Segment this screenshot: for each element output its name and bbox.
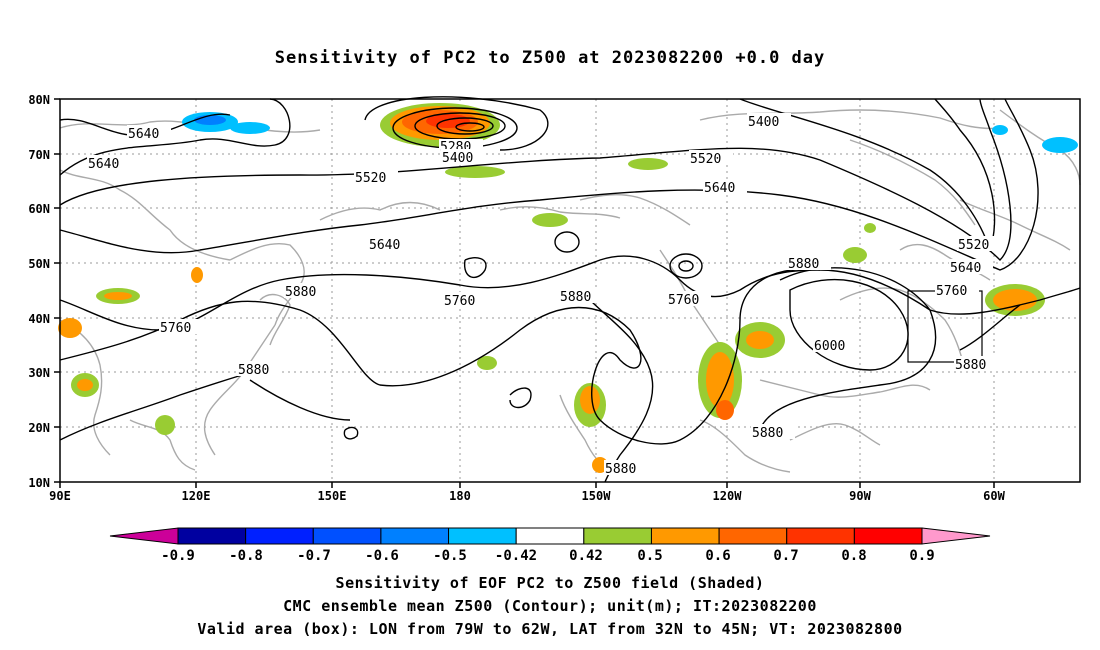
colorbar-label: 0.8	[841, 548, 866, 564]
colorbar-high-arrow	[921, 527, 991, 545]
caption-shaded: Sensitivity of EOF PC2 to Z500 field (Sh…	[335, 574, 765, 592]
colorbar: -0.9 -0.8 -0.7 -0.6 -0.5 -0.42 0.42 0.5 …	[109, 527, 991, 564]
map-title: Sensitivity of PC2 to Z500 at 2023082200…	[274, 48, 826, 68]
colorbar-label: 0.6	[705, 548, 730, 564]
contour-label: 6000	[814, 339, 845, 354]
lat-label: 80N	[28, 93, 50, 107]
lat-label: 70N	[28, 148, 50, 162]
contour-labels: 5640 5640 5280 5400 5400 5520 5520 5640 …	[87, 113, 1001, 477]
axis-ticks	[54, 98, 995, 488]
colorbar-label: 0.5	[637, 548, 662, 564]
contour-label: 5400	[748, 115, 779, 130]
contour-label: 5640	[369, 238, 400, 253]
lat-label: 40N	[28, 312, 50, 326]
map-frame	[59, 98, 1081, 483]
contour-label: 5760	[668, 293, 699, 308]
contour-label: 5880	[788, 257, 819, 272]
colorbar-low-arrow	[109, 527, 179, 545]
lat-label: 60N	[28, 202, 50, 216]
lon-label: 60W	[983, 489, 1005, 503]
colorbar-label: 0.7	[773, 548, 798, 564]
lon-label: 180	[449, 489, 471, 503]
lat-label: 10N	[28, 476, 50, 490]
colorbar-label: 0.9	[909, 548, 934, 564]
colorbar-swatch	[583, 527, 652, 545]
contour-label: 5760	[444, 294, 475, 309]
lat-labels: 80N 70N 60N 50N 40N 30N 20N 10N	[28, 93, 50, 490]
colorbar-label: -0.8	[229, 548, 263, 564]
colorbar-labels: -0.9 -0.8 -0.7 -0.6 -0.5 -0.42 0.42 0.5 …	[161, 548, 935, 564]
colorbar-label: -0.5	[433, 548, 467, 564]
colorbar-swatch	[515, 527, 585, 545]
colorbar-swatch	[380, 527, 450, 545]
contour-label: 5760	[160, 321, 191, 336]
lat-label: 50N	[28, 257, 50, 271]
contour-label: 5760	[936, 284, 967, 299]
colorbar-swatch	[718, 527, 788, 545]
contour-label: 5880	[285, 285, 316, 300]
colorbar-swatch	[312, 527, 382, 545]
caption-valid-area: Valid area (box): LON from 79W to 62W, L…	[197, 620, 903, 638]
colorbar-swatches	[177, 527, 923, 545]
contour-label: 5640	[128, 127, 159, 142]
colorbar-swatch	[786, 527, 855, 545]
lat-label: 20N	[28, 421, 50, 435]
colorbar-label: -0.42	[495, 548, 537, 564]
colorbar-swatch	[853, 527, 923, 545]
colorbar-label: -0.6	[365, 548, 399, 564]
contour-label: 5880	[238, 363, 269, 378]
colorbar-swatch	[245, 527, 314, 545]
contour-label: 5640	[704, 181, 735, 196]
colorbar-swatch	[177, 527, 247, 545]
contour-label: 5880	[955, 358, 986, 373]
lon-label: 150E	[318, 489, 347, 503]
lon-label: 90E	[49, 489, 71, 503]
caption-contour: CMC ensemble mean Z500 (Contour); unit(m…	[283, 597, 817, 615]
colorbar-swatch	[448, 527, 517, 545]
colorbar-swatch	[650, 527, 720, 545]
contour-label: 5880	[605, 462, 636, 477]
lon-label: 90W	[849, 489, 871, 503]
colorbar-label: -0.9	[161, 548, 195, 564]
colorbar-label: 0.42	[569, 548, 603, 564]
lon-label: 120E	[182, 489, 211, 503]
lon-label: 120W	[713, 489, 743, 503]
lon-labels: 90E 120E 150E 180 150W 120W 90W 60W	[49, 489, 1005, 503]
contour-label: 5640	[950, 261, 981, 276]
colorbar-label: -0.7	[297, 548, 331, 564]
contour-label: 5520	[690, 152, 721, 167]
contour-label: 5640	[88, 157, 119, 172]
lon-label: 150W	[582, 489, 612, 503]
contour-label: 5880	[560, 290, 591, 305]
z500-contours	[59, 96, 1081, 483]
lat-label: 30N	[28, 366, 50, 380]
contour-label: 5520	[958, 238, 989, 253]
contour-label: 5520	[355, 171, 386, 186]
contour-label: 5400	[442, 151, 473, 166]
map-panel: 5640 5640 5280 5400 5400 5520 5520 5640 …	[28, 93, 1081, 503]
contour-label: 5880	[752, 426, 783, 441]
